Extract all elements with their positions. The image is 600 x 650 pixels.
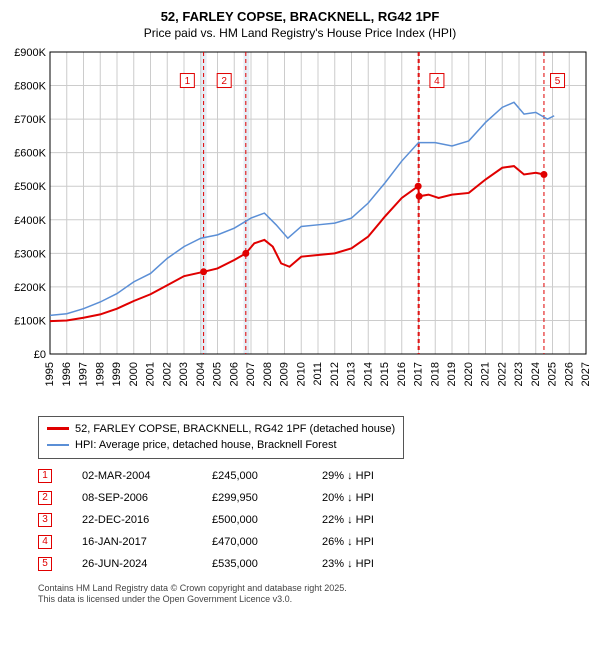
sale-diff: 23% ↓ HPI: [322, 553, 412, 575]
svg-text:2002: 2002: [161, 362, 173, 386]
svg-text:£200K: £200K: [14, 281, 46, 293]
svg-text:2025: 2025: [547, 362, 559, 386]
svg-text:2027: 2027: [580, 362, 592, 386]
svg-text:2026: 2026: [563, 362, 575, 386]
sale-date: 16-JAN-2017: [82, 531, 182, 553]
svg-text:2023: 2023: [513, 362, 525, 386]
sales-row: 2 08-SEP-2006 £299,950 20% ↓ HPI: [38, 487, 584, 509]
svg-text:2007: 2007: [245, 362, 257, 386]
svg-text:2016: 2016: [396, 362, 408, 386]
svg-text:2017: 2017: [413, 362, 425, 386]
chart-subtitle: Price paid vs. HM Land Registry's House …: [8, 26, 592, 40]
svg-text:1997: 1997: [78, 362, 90, 386]
svg-text:2013: 2013: [346, 362, 358, 386]
svg-text:2015: 2015: [379, 362, 391, 386]
svg-text:2018: 2018: [429, 362, 441, 386]
sale-date: 02-MAR-2004: [82, 465, 182, 487]
svg-text:2: 2: [221, 76, 227, 87]
sale-price: £299,950: [212, 487, 292, 509]
sales-row: 3 22-DEC-2016 £500,000 22% ↓ HPI: [38, 509, 584, 531]
legend-label-2: HPI: Average price, detached house, Brac…: [75, 437, 337, 454]
sale-number-box: 1: [38, 469, 52, 483]
svg-text:2014: 2014: [362, 362, 374, 386]
sale-diff: 20% ↓ HPI: [322, 487, 412, 509]
svg-text:2005: 2005: [212, 362, 224, 386]
sales-row: 4 16-JAN-2017 £470,000 26% ↓ HPI: [38, 531, 584, 553]
svg-text:1998: 1998: [94, 362, 106, 386]
sale-number-box: 5: [38, 557, 52, 571]
svg-text:2024: 2024: [530, 362, 542, 386]
legend-swatch-2: [47, 444, 69, 446]
svg-text:£900K: £900K: [14, 47, 46, 59]
legend: 52, FARLEY COPSE, BRACKNELL, RG42 1PF (d…: [38, 416, 404, 459]
footer: Contains HM Land Registry data © Crown c…: [38, 583, 584, 606]
sale-price: £245,000: [212, 465, 292, 487]
sale-date: 22-DEC-2016: [82, 509, 182, 531]
line-chart: £0 £100K £200K £300K £400K £500K £600K £700K £80…: [8, 46, 592, 406]
svg-text:5: 5: [555, 76, 561, 87]
svg-text:2019: 2019: [446, 362, 458, 386]
svg-text:2004: 2004: [195, 362, 207, 386]
sale-number-box: 4: [38, 535, 52, 549]
svg-text:£400K: £400K: [14, 214, 46, 226]
chart-title: 52, FARLEY COPSE, BRACKNELL, RG42 1PF: [8, 8, 592, 26]
sale-price: £470,000: [212, 531, 292, 553]
svg-text:2010: 2010: [295, 362, 307, 386]
svg-text:1996: 1996: [61, 362, 73, 386]
sale-date: 08-SEP-2006: [82, 487, 182, 509]
sale-diff: 26% ↓ HPI: [322, 531, 412, 553]
svg-text:1995: 1995: [44, 362, 56, 386]
svg-text:1: 1: [185, 76, 191, 87]
sales-row: 1 02-MAR-2004 £245,000 29% ↓ HPI: [38, 465, 584, 487]
svg-text:£800K: £800K: [14, 80, 46, 92]
svg-text:2012: 2012: [329, 362, 341, 386]
footer-line-2: This data is licensed under the Open Gov…: [38, 594, 584, 606]
svg-text:2009: 2009: [279, 362, 291, 386]
svg-text:4: 4: [434, 76, 440, 87]
svg-text:2011: 2011: [312, 362, 324, 386]
sale-diff: 29% ↓ HPI: [322, 465, 412, 487]
legend-label-1: 52, FARLEY COPSE, BRACKNELL, RG42 1PF (d…: [75, 421, 395, 438]
svg-text:2000: 2000: [128, 362, 140, 386]
svg-text:1999: 1999: [111, 362, 123, 386]
sale-diff: 22% ↓ HPI: [322, 509, 412, 531]
sale-number-box: 3: [38, 513, 52, 527]
sale-number-box: 2: [38, 491, 52, 505]
svg-text:2006: 2006: [228, 362, 240, 386]
svg-text:2008: 2008: [262, 362, 274, 386]
svg-text:2022: 2022: [496, 362, 508, 386]
svg-text:£500K: £500K: [14, 181, 46, 193]
footer-line-1: Contains HM Land Registry data © Crown c…: [38, 583, 584, 595]
legend-swatch-1: [47, 427, 69, 430]
svg-text:£700K: £700K: [14, 114, 46, 126]
sale-date: 26-JUN-2024: [82, 553, 182, 575]
svg-text:2001: 2001: [145, 362, 157, 386]
sales-row: 5 26-JUN-2024 £535,000 23% ↓ HPI: [38, 553, 584, 575]
svg-text:2021: 2021: [480, 362, 492, 386]
svg-text:£0: £0: [34, 349, 46, 361]
sales-table: 1 02-MAR-2004 £245,000 29% ↓ HPI 2 08-SEP-200…: [38, 465, 584, 575]
svg-text:2003: 2003: [178, 362, 190, 386]
svg-text:2020: 2020: [463, 362, 475, 386]
svg-text:£300K: £300K: [14, 248, 46, 260]
svg-text:£600K: £600K: [14, 147, 46, 159]
svg-text:£100K: £100K: [14, 315, 46, 327]
sale-price: £535,000: [212, 553, 292, 575]
chart-area: £0 £100K £200K £300K £400K £500K £600K £700K £80…: [8, 46, 592, 406]
sale-price: £500,000: [212, 509, 292, 531]
